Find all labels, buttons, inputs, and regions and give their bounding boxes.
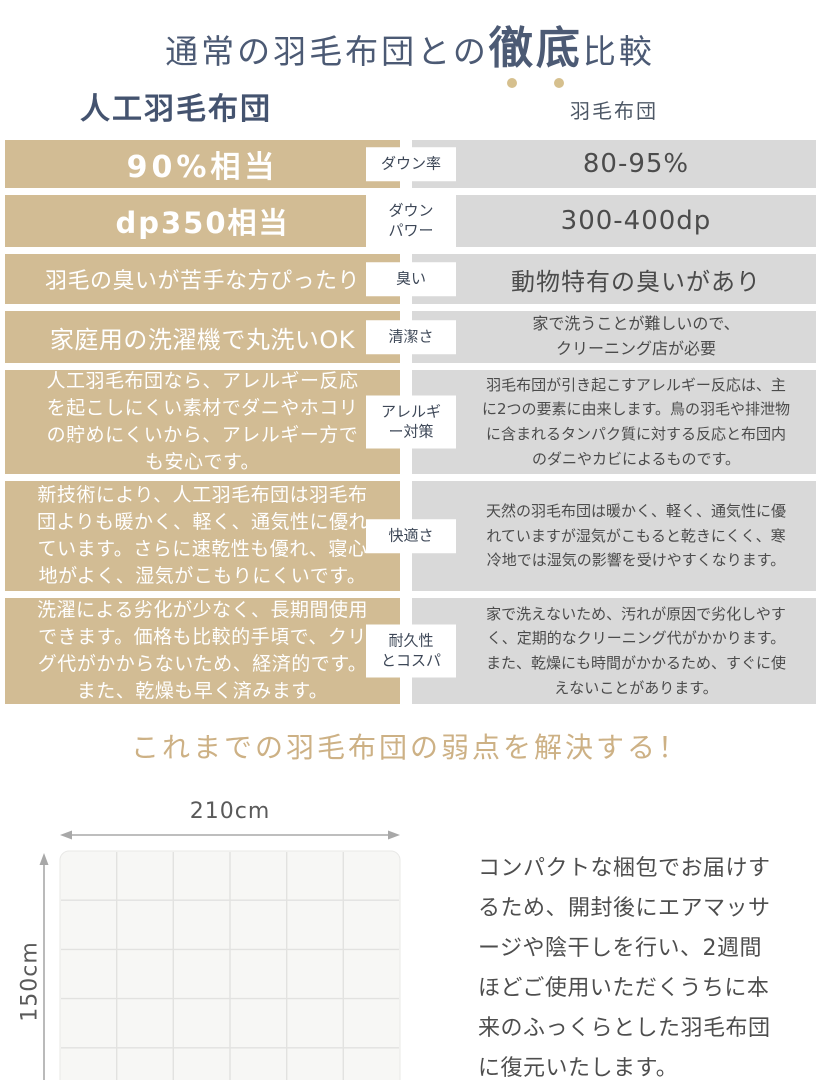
- natural-down-value: 天然の羽毛布団は暖かく、軽く、通気性に優 れていますが湿気がこもると乾きにくく、…: [412, 481, 816, 591]
- row-category-label: ダウン パワー: [366, 194, 456, 248]
- table-row-allergy: 人工羽毛布団なら、アレルギー反応 を起こしにくい素材でダニやホコリ の貯めにくい…: [0, 370, 820, 474]
- artificial-down-value: 洗濯による劣化が少なく、長期間使用 できます。価格も比較的手頃で、クリ グ代がか…: [5, 598, 400, 704]
- column-header-natural-down: 羽毛布団: [570, 99, 658, 123]
- artificial-down-value: 家庭用の洗濯機で丸洗いOK: [5, 311, 400, 363]
- packaging-description: コンパクトな梱包でお届けす るため、開封後にエアマッサ ージや陰干しを行い、2週…: [478, 856, 771, 1080]
- solution-headline: これまでの羽毛布団の弱点を解決する！: [130, 731, 689, 764]
- table-row-down-ratio: 90%相当 80-95% ダウン率: [0, 140, 820, 188]
- size-diagram-section: 210cm 150cm コンパクトな梱包でお届けす るため、開封後にエアマッサ …: [0, 771, 820, 1080]
- table-row-durability-cost: 洗濯による劣化が少なく、長期間使用 できます。価格も比較的手頃で、クリ グ代がか…: [0, 598, 820, 704]
- natural-down-value: 家で洗えないため、汚れが原因で劣化しやす く、定期的なクリーニング代がかかります…: [412, 598, 816, 704]
- height-dimension-label: 150cm: [17, 941, 43, 1022]
- row-category-label: アレルギ ー対策: [366, 395, 456, 449]
- title-prefix: 通常の羽毛布団との: [165, 32, 489, 71]
- natural-down-value: 家で洗うことが難しいので、 クリーニング店が必要: [412, 311, 816, 363]
- artificial-down-value: dp350相当: [5, 195, 400, 247]
- natural-down-value: 動物特有の臭いがあり: [412, 254, 816, 304]
- title-suffix: 比較: [582, 32, 655, 71]
- artificial-down-value: 新技術により、人工羽毛布団は羽毛布 団よりも暖かく、軽く、通気性に優れ ています…: [5, 481, 400, 591]
- height-arrow: [39, 853, 49, 1080]
- comparison-table: 90%相当 80-95% ダウン率 dp350相当 300-400dp ダウン …: [0, 140, 820, 704]
- emphasis-dot: [507, 78, 518, 88]
- row-category-label: 臭い: [366, 262, 456, 296]
- page-title: 通常の羽毛布団との徹底 比較: [0, 12, 820, 88]
- width-dimension-label: 210cm: [189, 799, 271, 824]
- table-row-cleanliness: 家庭用の洗濯機で丸洗いOK 家で洗うことが難しいので、 クリーニング店が必要 清…: [0, 311, 820, 363]
- row-category-label: 耐久性 とコスパ: [366, 624, 456, 678]
- natural-down-value: 羽毛布団が引き起こすアレルギー反応は、主 に2つの要素に由来します。鳥の羽毛や排…: [412, 370, 816, 474]
- row-category-label: 清潔さ: [366, 320, 456, 354]
- artificial-down-value: 羽毛の臭いが苦手な方ぴったり: [5, 254, 400, 304]
- width-arrow: [60, 830, 400, 840]
- comforter-grid-lines: [61, 852, 399, 1080]
- table-row-comfort: 新技術により、人工羽毛布団は羽毛布 団よりも暖かく、軽く、通気性に優れ ています…: [0, 481, 820, 591]
- emphasis-dot: [554, 78, 565, 88]
- row-category-label: 快適さ: [366, 519, 456, 553]
- artificial-down-value: 90%相当: [5, 140, 400, 188]
- column-header-artificial-down: 人工羽毛布団: [80, 92, 272, 127]
- natural-down-value: 80-95%: [412, 140, 816, 188]
- table-row-down-power: dp350相当 300-400dp ダウン パワー: [0, 194, 820, 248]
- column-headers: 人工羽毛布団 羽毛布団: [0, 84, 820, 132]
- natural-down-value: 300-400dp: [412, 195, 816, 247]
- artificial-down-value: 人工羽毛布団なら、アレルギー反応 を起こしにくい素材でダニやホコリ の貯めにくい…: [5, 370, 400, 474]
- row-category-label: ダウン率: [366, 147, 456, 181]
- comforter-size-diagram: [39, 830, 401, 1080]
- title-emphasis: 徹底: [488, 12, 583, 88]
- title-emphasis-text: 徹底: [488, 23, 583, 74]
- table-row-smell: 羽毛の臭いが苦手な方ぴったり 動物特有の臭いがあり 臭い: [0, 254, 820, 304]
